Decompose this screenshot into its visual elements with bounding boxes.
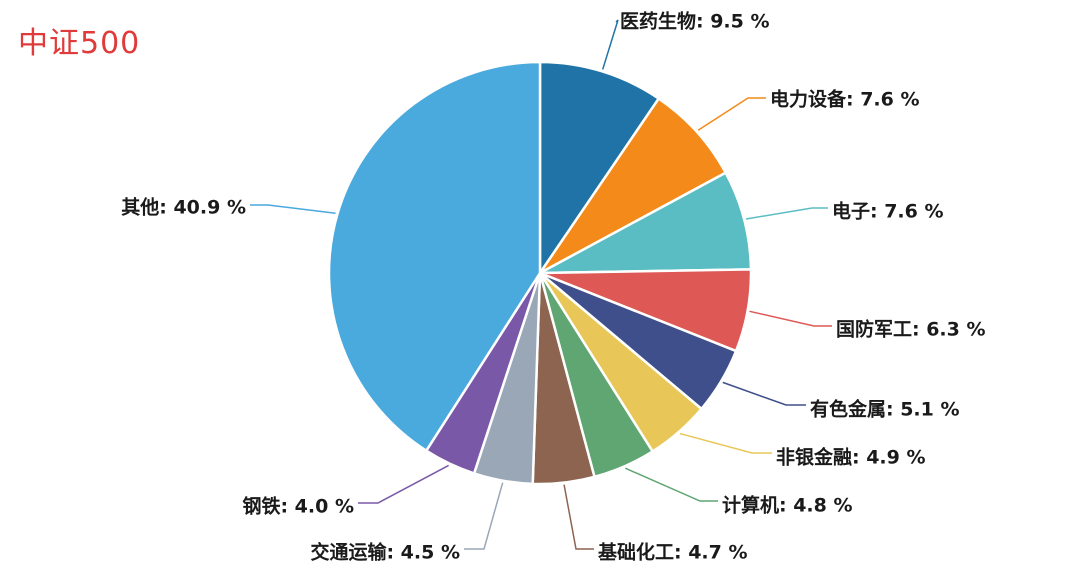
slice-label-5: 非银金融: 4.9 % (776, 446, 926, 469)
slice-label-1: 电力设备: 7.6 % (770, 88, 920, 111)
leader-line-1 (697, 97, 766, 131)
leader-line-3 (749, 310, 832, 327)
slice-label-10: 其他: 40.9 % (121, 196, 246, 219)
pie-slice-0 (538, 60, 660, 275)
slice-label-2: 电子: 7.6 % (832, 200, 944, 223)
slice-label-7: 基础化工: 4.7 % (597, 541, 748, 564)
slice-label-6: 计算机: 4.8 % (722, 494, 853, 517)
leader-line-6 (624, 467, 718, 502)
leader-line-0 (601, 19, 619, 70)
pie-slices (327, 60, 753, 486)
leader-line-7 (563, 484, 594, 550)
leader-line-5 (679, 432, 772, 454)
chart-title: 中证500 (18, 26, 141, 61)
slice-label-8: 交通运输: 4.5 % (310, 541, 460, 564)
pie-slice-1 (538, 97, 727, 275)
slice-label-3: 国防军工: 6.3 % (836, 318, 986, 341)
leader-line-4 (722, 381, 806, 406)
leader-line-8 (464, 482, 504, 550)
leader-line-2 (745, 207, 828, 220)
slice-label-0: 医药生物: 9.5 % (620, 10, 770, 33)
slice-label-4: 有色金属: 5.1 % (810, 398, 960, 421)
slice-label-9: 钢铁: 4.0 % (242, 495, 354, 518)
pie-labels: 医药生物: 9.5 % 电力设备: 7.6 % 电子: 7.6 % 国防军工: 6.3… (121, 10, 985, 564)
leader-line-10 (250, 204, 336, 214)
pie-leader-lines (250, 19, 832, 550)
pie-slice-10 (327, 60, 542, 452)
pie-slice-2 (538, 171, 753, 275)
leader-line-9 (358, 464, 449, 504)
